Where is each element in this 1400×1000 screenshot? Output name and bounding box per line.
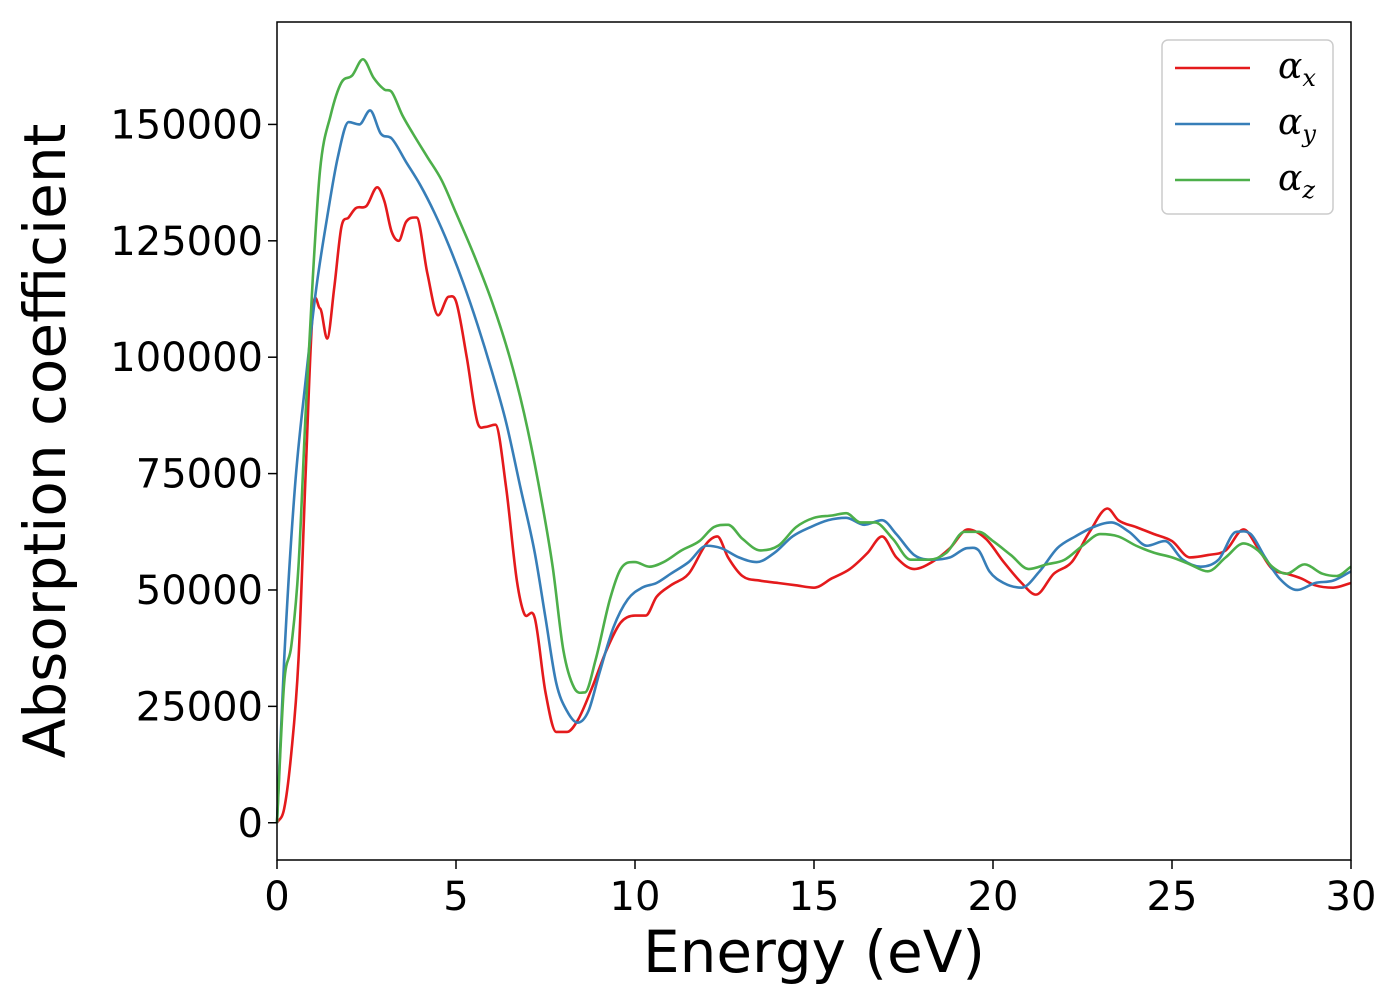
x-tick-label: 10 [610,874,661,920]
x-tick-label: 30 [1326,874,1377,920]
y-tick-label: 75000 [136,452,263,498]
series-line-y [275,109,1352,823]
legend-box [1161,39,1334,215]
series-layer [275,57,1352,824]
series-line-x [275,185,1352,824]
x-tick-label: 5 [443,874,468,920]
legend-label-x: αx [1278,46,1316,92]
y-tick-label: 100000 [110,335,263,381]
y-tick-label: 150000 [110,102,263,148]
legend-label-y: αy [1278,102,1316,148]
x-axis-title: Energy (eV) [643,918,985,986]
x-tick-label: 0 [264,874,289,920]
y-tick-label: 0 [238,801,263,847]
x-tick-label: 20 [968,874,1019,920]
x-tick-label: 15 [789,874,840,920]
y-tick-label: 25000 [136,684,263,730]
y-tick-label: 50000 [136,568,263,614]
x-axis: 0 5 10 15 20 25 30 [264,860,1376,920]
y-axis: 0 25000 50000 75000 100000 125000 150000 [110,102,277,847]
legend: αx αy αz [1161,39,1334,215]
legend-label-z: αz [1278,158,1315,204]
y-tick-label: 125000 [110,219,263,265]
series-line-z [275,57,1352,823]
x-tick-label: 25 [1147,874,1198,920]
y-axis-title: Absorption coefficient [11,124,79,759]
